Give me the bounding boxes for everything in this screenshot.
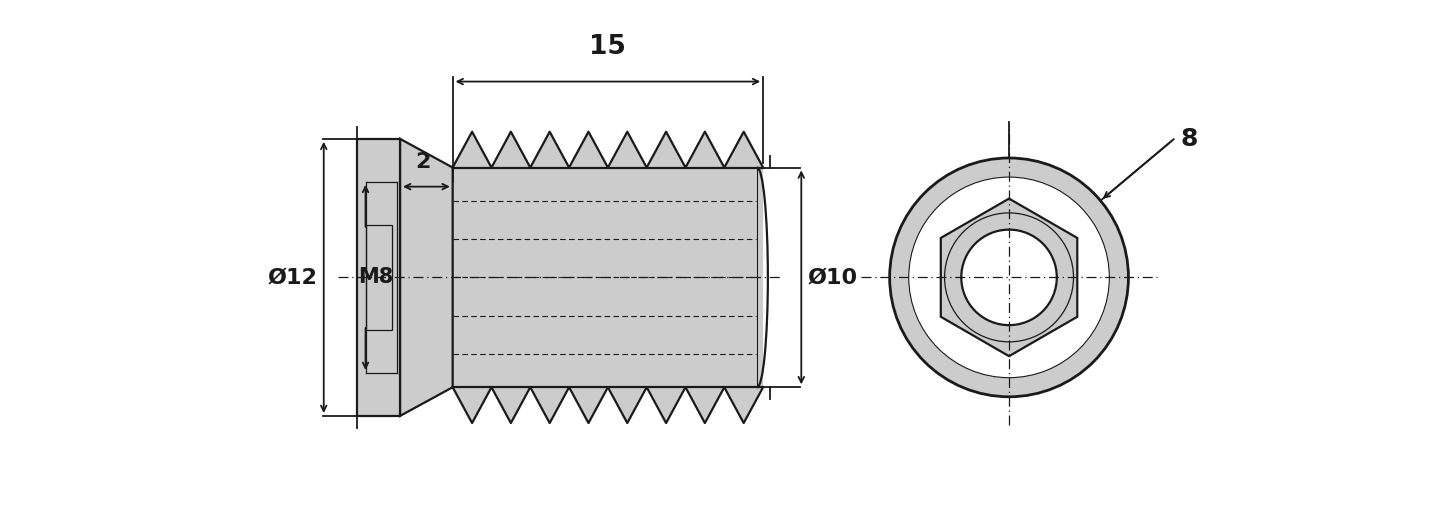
Text: M8: M8: [358, 267, 393, 287]
Circle shape: [909, 177, 1110, 378]
Bar: [452, 167, 763, 387]
Polygon shape: [400, 139, 452, 416]
Text: Ø10: Ø10: [808, 267, 857, 287]
Polygon shape: [941, 199, 1078, 356]
Bar: [366, 225, 392, 330]
Polygon shape: [357, 139, 400, 416]
Text: 15: 15: [590, 34, 626, 60]
Circle shape: [961, 230, 1056, 325]
Text: Ø12: Ø12: [267, 267, 318, 287]
Polygon shape: [452, 132, 763, 423]
Text: 8: 8: [1181, 127, 1198, 151]
Circle shape: [890, 158, 1129, 397]
Text: 2: 2: [415, 152, 431, 172]
